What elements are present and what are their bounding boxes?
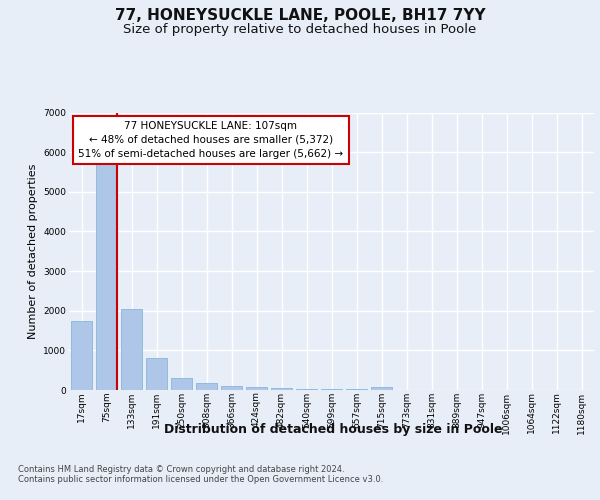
Text: 77, HONEYSUCKLE LANE, POOLE, BH17 7YY: 77, HONEYSUCKLE LANE, POOLE, BH17 7YY bbox=[115, 8, 485, 22]
Bar bbox=[221, 386, 242, 390]
Text: Distribution of detached houses by size in Poole: Distribution of detached houses by size … bbox=[164, 422, 502, 436]
Bar bbox=[246, 388, 267, 390]
Bar bbox=[71, 320, 92, 390]
Text: Contains HM Land Registry data © Crown copyright and database right 2024.
Contai: Contains HM Land Registry data © Crown c… bbox=[18, 465, 383, 484]
Text: Size of property relative to detached houses in Poole: Size of property relative to detached ho… bbox=[124, 22, 476, 36]
Text: 77 HONEYSUCKLE LANE: 107sqm
← 48% of detached houses are smaller (5,372)
51% of : 77 HONEYSUCKLE LANE: 107sqm ← 48% of det… bbox=[78, 121, 343, 159]
Bar bbox=[321, 389, 342, 390]
Bar bbox=[121, 308, 142, 390]
Bar bbox=[371, 387, 392, 390]
Y-axis label: Number of detached properties: Number of detached properties bbox=[28, 164, 38, 339]
Bar bbox=[146, 358, 167, 390]
Bar bbox=[296, 388, 317, 390]
Bar bbox=[96, 160, 117, 390]
Bar bbox=[346, 389, 367, 390]
Bar bbox=[271, 388, 292, 390]
Bar bbox=[196, 383, 217, 390]
Bar bbox=[171, 378, 192, 390]
